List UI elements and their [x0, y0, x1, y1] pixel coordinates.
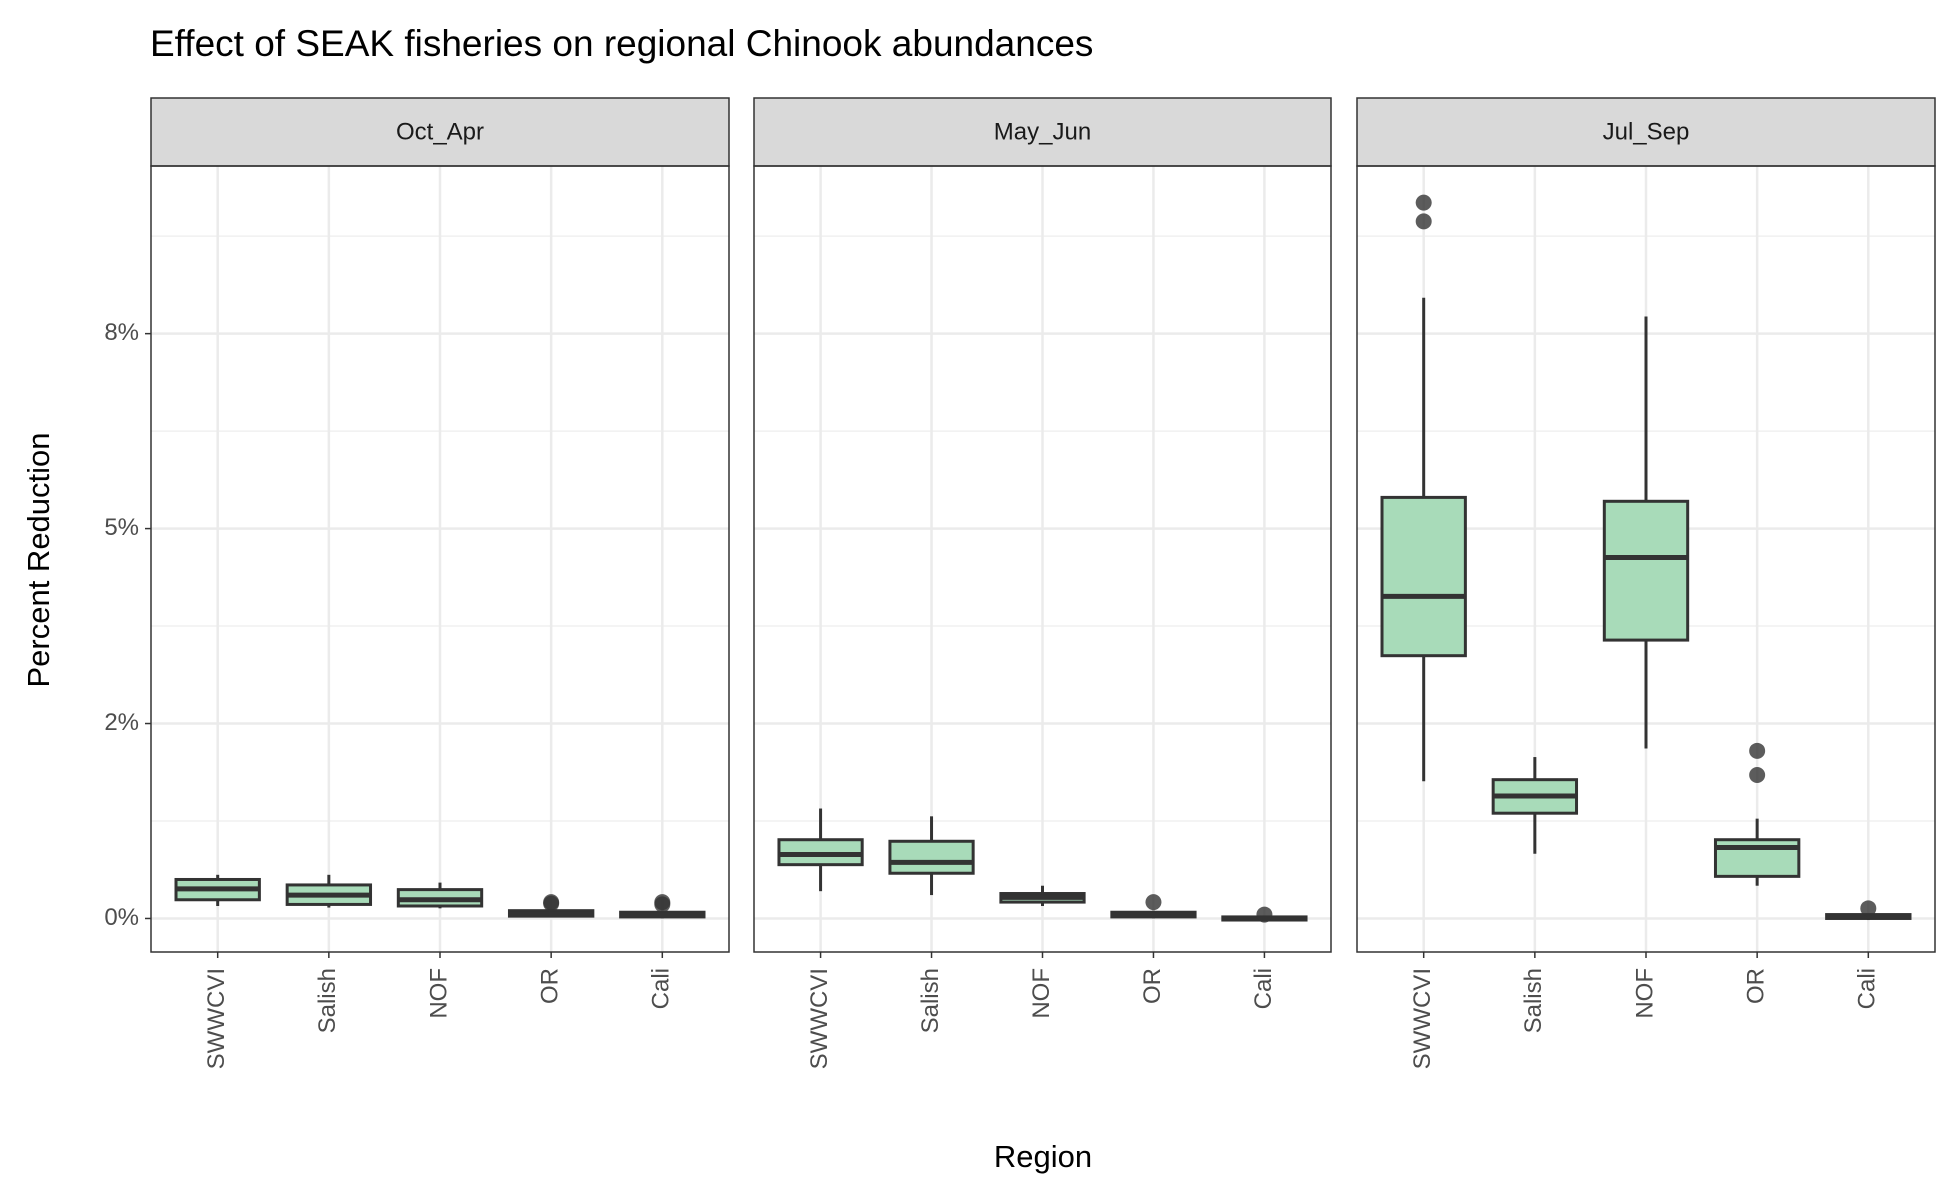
box: [888, 839, 975, 875]
x-tick-label: SWWCVI: [806, 968, 833, 1069]
x-axis-label: Region: [994, 1139, 1092, 1174]
chart-title: Effect of SEAK fisheries on regional Chi…: [150, 23, 1093, 64]
x-tick-label: Cali: [1250, 968, 1277, 1009]
y-tick-label: 5%: [104, 514, 139, 541]
x-tick-label: SWWCVI: [203, 968, 230, 1069]
outlier: [543, 895, 560, 912]
x-tick-label: OR: [1742, 968, 1769, 1004]
y-tick-label: 8%: [104, 319, 139, 346]
strip: [150, 97, 730, 167]
outlier: [1415, 213, 1432, 230]
strip-label: May_Jun: [994, 118, 1091, 145]
x-tick-label: OR: [536, 968, 563, 1004]
outlier: [1749, 742, 1766, 759]
y-axis-label: Percent Reduction: [21, 432, 56, 687]
x-tick-label: Salish: [1520, 968, 1547, 1033]
x-tick-label: Salish: [917, 968, 944, 1033]
x-tick-label: Salish: [314, 968, 341, 1033]
panel-border: [1356, 165, 1936, 953]
x-tick-label: Cali: [648, 968, 675, 1009]
x-tick-label: OR: [1139, 968, 1166, 1004]
strip-label: Jul_Sep: [1603, 118, 1690, 145]
panel-border: [150, 165, 730, 953]
outlier: [1749, 766, 1766, 783]
y-tick-label: 0%: [104, 904, 139, 931]
y-tick-label: 2%: [104, 709, 139, 736]
x-tick-label: NOF: [1631, 968, 1658, 1019]
x-tick-label: SWWCVI: [1409, 968, 1436, 1069]
outlier: [1256, 906, 1273, 923]
panel-border: [753, 165, 1332, 953]
outlier: [654, 896, 671, 913]
strip-label: Oct_Apr: [396, 118, 484, 145]
box: [1380, 495, 1467, 658]
outlier: [1145, 894, 1162, 911]
x-tick-label: NOF: [425, 968, 452, 1019]
outlier: [1415, 194, 1432, 211]
strip: [753, 97, 1332, 167]
box: [1602, 499, 1690, 642]
outlier: [1860, 900, 1877, 917]
x-tick-label: Cali: [1854, 968, 1881, 1009]
x-tick-label: NOF: [1028, 968, 1055, 1019]
